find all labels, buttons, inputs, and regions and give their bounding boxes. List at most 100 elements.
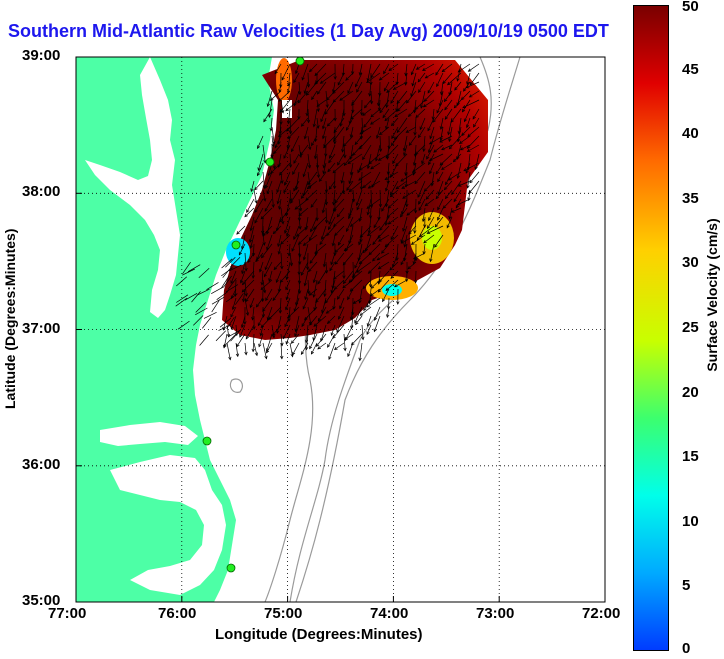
velocity-arrowhead [310, 204, 314, 208]
velocity-arrow [381, 198, 390, 212]
velocity-arrow [359, 342, 363, 361]
velocity-arrowhead [366, 205, 371, 209]
velocity-arrow [294, 324, 300, 337]
y-axis-label: Latitude (Degrees:Minutes) [2, 228, 18, 409]
velocity-arrow [307, 72, 309, 88]
velocity-arrowhead [345, 127, 349, 131]
velocity-arrowhead [456, 202, 461, 206]
velocity-arrow [344, 333, 354, 340]
velocity-arrowhead [366, 323, 370, 327]
velocity-arrowhead [293, 236, 297, 241]
velocity-arrow [286, 225, 291, 237]
velocity-arrowhead [244, 213, 248, 218]
velocity-arrow [311, 342, 318, 355]
velocity-arrowhead [332, 90, 336, 95]
velocity-arrow [343, 144, 346, 158]
velocity-arrowhead [425, 196, 430, 200]
velocity-arrowhead [396, 100, 400, 105]
velocity-arrowhead [407, 113, 412, 118]
velocity-arrowhead [254, 200, 258, 204]
velocity-arrow [394, 108, 408, 117]
velocity-arrow [439, 135, 453, 143]
map-title: Southern Mid-Atlantic Raw Velocities (1 … [8, 21, 609, 41]
velocity-arrowhead [376, 102, 381, 107]
station-marker [295, 57, 305, 66]
velocity-arrow [383, 81, 390, 92]
velocity-arrow [418, 198, 426, 211]
velocity-arrowhead [306, 84, 311, 88]
velocity-arrowhead [223, 343, 227, 348]
velocity-arrowhead [385, 287, 390, 292]
velocity-arrow [303, 234, 318, 246]
velocity-arrow [337, 234, 345, 246]
velocity-arrow [260, 207, 273, 220]
velocity-arrowhead [350, 115, 354, 120]
velocity-arrowhead [439, 162, 444, 166]
velocity-arrowhead [462, 105, 466, 109]
velocity-arrow [272, 324, 282, 336]
x-tick-label: 74:00 [370, 605, 409, 622]
velocity-arrowhead [465, 85, 470, 89]
velocity-arrowhead [367, 270, 372, 274]
velocity-arrowhead [279, 121, 283, 126]
velocity-arrow [396, 90, 408, 104]
velocity-arrow [191, 291, 201, 303]
velocity-arrowhead [359, 312, 364, 316]
velocity-arrowhead [355, 202, 359, 207]
velocity-arrowhead [249, 245, 253, 249]
velocity-arrowhead [431, 116, 435, 121]
velocity-arrowhead [389, 193, 394, 198]
velocity-arrowhead [413, 256, 417, 260]
velocity-arrow [457, 126, 462, 142]
velocity-arrow [322, 117, 327, 129]
velocity-arrowhead [347, 353, 351, 358]
velocity-arrow [295, 288, 300, 306]
velocity-arrow [266, 234, 273, 250]
velocity-arrowhead [418, 89, 422, 93]
velocity-arrow [350, 216, 363, 227]
velocity-arrowhead [257, 145, 261, 150]
velocity-arrow [262, 171, 265, 189]
velocity-arrow [414, 117, 417, 136]
velocity-arrow [454, 99, 462, 109]
velocity-arrowhead [285, 306, 289, 311]
velocity-arrowhead [384, 243, 389, 248]
velocity-arrowhead [260, 286, 265, 290]
velocity-arrowhead [362, 156, 366, 161]
velocity-arrowhead [456, 78, 460, 82]
velocity-arrowhead [315, 299, 319, 304]
velocity-arrow [279, 207, 291, 223]
velocity-arrowhead [312, 123, 316, 128]
velocity-arrow [325, 288, 336, 304]
velocity-arrow [273, 225, 282, 234]
colorbar-tick-label: 50 [682, 0, 699, 15]
velocity-arrowhead [370, 285, 375, 289]
velocity-arrowhead [303, 282, 307, 287]
velocity-arrowhead [305, 92, 310, 96]
velocity-arrowhead [320, 236, 325, 241]
velocity-arrow [334, 189, 345, 204]
velocity-arrowhead [328, 159, 332, 164]
velocity-arrow [418, 81, 426, 93]
velocity-arrowhead [307, 268, 312, 273]
velocity-arrow [435, 63, 444, 76]
velocity-arrow [355, 72, 363, 87]
velocity-arrow [377, 90, 381, 106]
velocity-arrow [368, 243, 381, 255]
velocity-arrow [427, 225, 444, 234]
velocity-arrow [306, 99, 309, 116]
velocity-arrow [414, 171, 426, 184]
velocity-arrow [378, 270, 381, 285]
velocity-arrow [227, 277, 237, 290]
velocity-arrowhead [412, 162, 417, 167]
velocity-arrowhead [377, 289, 382, 293]
velocity-arrow [467, 144, 480, 152]
velocity-arrow [342, 63, 345, 76]
velocity-arrowhead [251, 275, 255, 279]
velocity-arrow [364, 99, 372, 109]
velocity-arrow [359, 135, 372, 150]
velocity-arrow [334, 252, 345, 265]
velocity-arrow [442, 72, 453, 84]
velocity-arrowhead [436, 109, 440, 114]
velocity-arrow [289, 117, 292, 134]
